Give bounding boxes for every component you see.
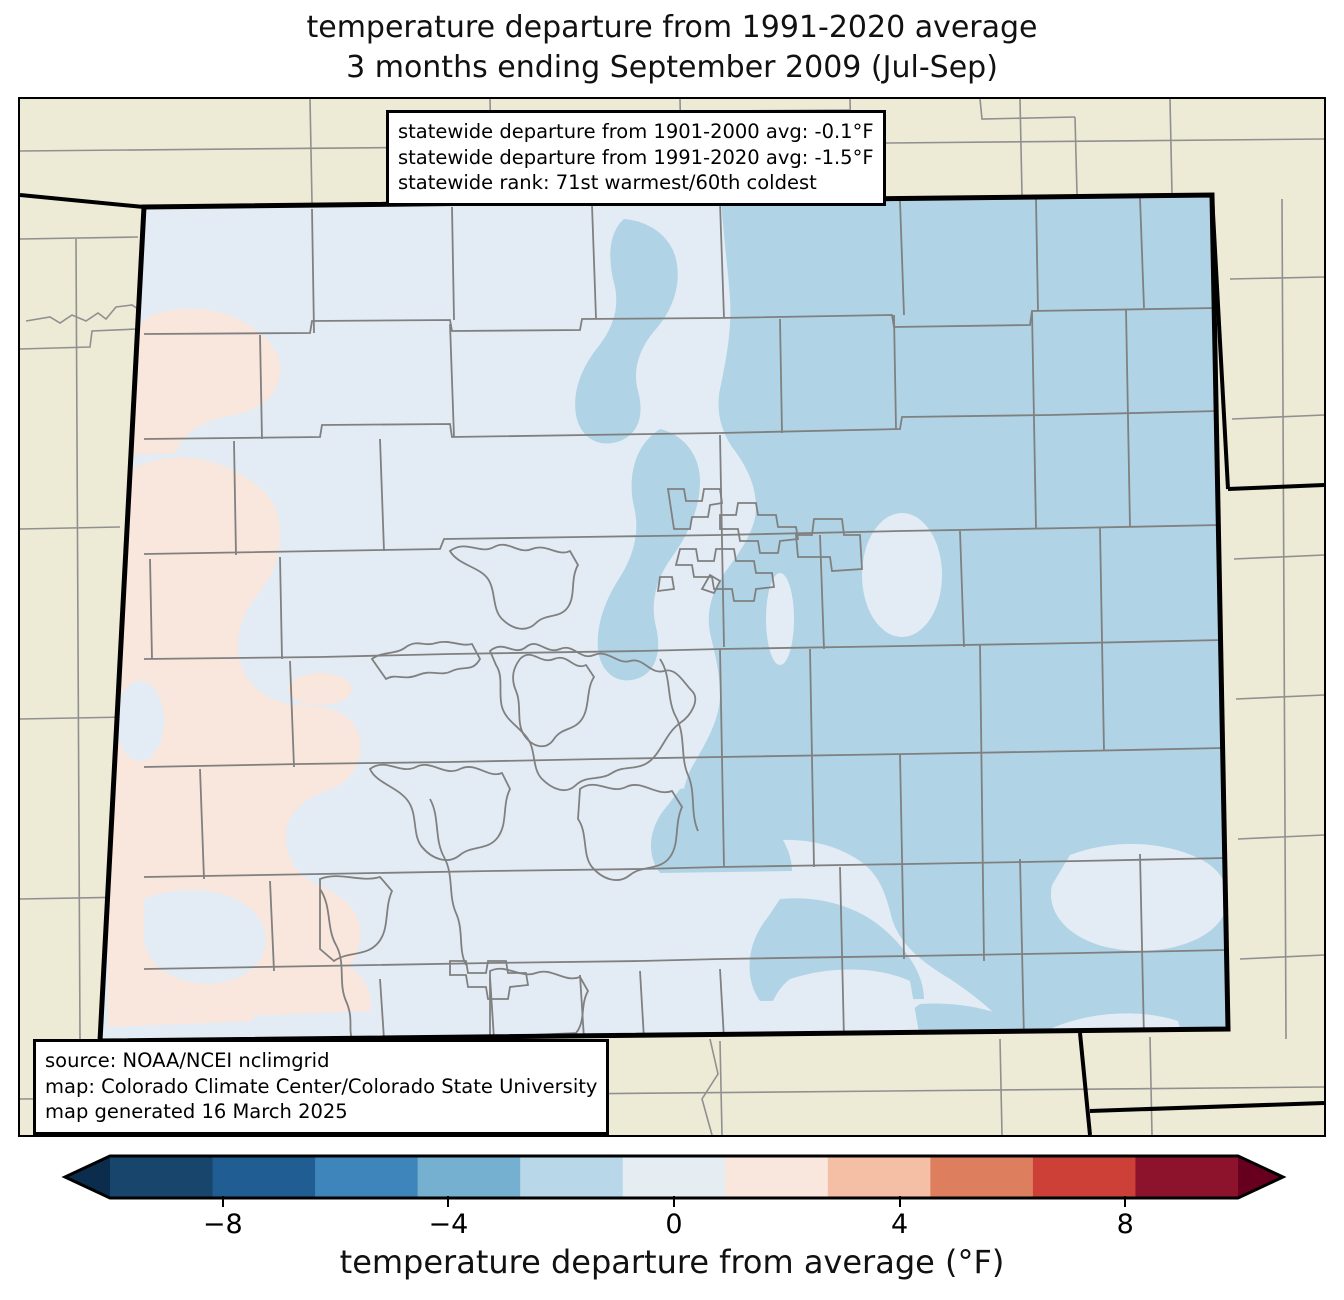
source-line-3: map generated 16 March 2025 [45, 1100, 348, 1123]
colorbar-tick-mark [1124, 1196, 1127, 1207]
colorbar-tick-mark [221, 1196, 224, 1207]
colorbar-band [725, 1156, 829, 1198]
map-panel [18, 97, 1326, 1137]
colorbar-ticks: −8 −4 0 4 8 [0, 1196, 1344, 1246]
colorbar-band [622, 1156, 726, 1198]
colorbar-tick-label: 8 [1116, 1209, 1134, 1240]
title-line-1: temperature departure from 1991-2020 ave… [306, 10, 1038, 45]
colorbar-band [827, 1156, 931, 1198]
stats-line-3: statewide rank: 71st warmest/60th coldes… [398, 171, 817, 194]
figure-title: temperature departure from 1991-2020 ave… [0, 8, 1344, 88]
stats-line-1: statewide departure from 1901-2000 avg: … [398, 120, 874, 143]
colorbar-band [417, 1156, 521, 1198]
colorbar-band [212, 1156, 316, 1198]
statewide-stats-box: statewide departure from 1901-2000 avg: … [386, 110, 886, 206]
colorbar-tick-mark [673, 1196, 675, 1207]
source-attribution-box: source: NOAA/NCEI nclimgrid map: Colorad… [33, 1039, 610, 1135]
colorbar-axis-label: temperature departure from average (°F) [339, 1243, 1005, 1281]
colorbar-tick-label: 4 [891, 1209, 909, 1240]
colorbar-tick-label: −8 [202, 1209, 243, 1240]
title-line-2: 3 months ending September 2009 (Jul-Sep) [346, 50, 998, 85]
colorbar-band [315, 1156, 419, 1198]
colorbar-tick-label: 0 [665, 1209, 683, 1240]
colorbar-band [1135, 1156, 1239, 1198]
colorado-interior [100, 195, 1228, 1041]
colorbar: −8 −4 0 4 8 [0, 1150, 1344, 1300]
colorbar-over-arrow [1238, 1156, 1283, 1198]
colorbar-band [110, 1156, 214, 1198]
colorbar-band [930, 1156, 1034, 1198]
anomaly-band-warm [106, 308, 371, 1027]
colorbar-under-arrow [65, 1156, 110, 1198]
anomaly-patch-mild-west [116, 681, 266, 984]
source-line-1: source: NOAA/NCEI nclimgrid [45, 1049, 330, 1072]
colorado-county-lines [143, 197, 1227, 1040]
stats-line-2: statewide departure from 1991-2020 avg: … [398, 145, 874, 169]
colorbar-band [1032, 1156, 1137, 1198]
source-line-2: map: Colorado Climate Center/Colorado St… [45, 1074, 598, 1098]
colorbar-tick-mark [447, 1196, 450, 1207]
colorbar-tick-mark [898, 1196, 901, 1207]
colorbar-tick-label: −4 [428, 1209, 469, 1240]
colorado-temperature-map [20, 99, 1324, 1135]
colorbar-swatches [61, 1154, 1287, 1200]
colorbar-band [520, 1156, 624, 1198]
